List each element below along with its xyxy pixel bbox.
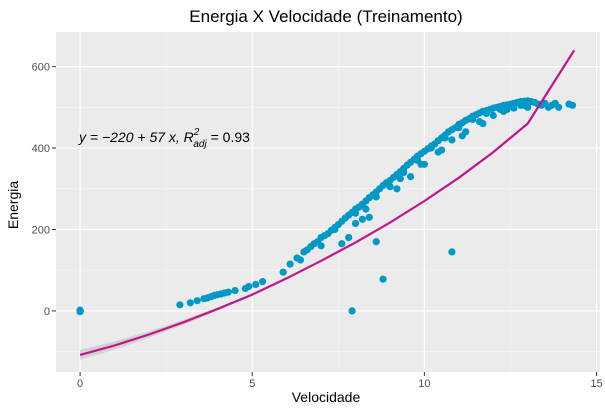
chart-title: Energia X Velocidade (Treinamento) [189, 7, 462, 26]
data-point [193, 297, 201, 305]
data-point [448, 136, 456, 144]
y-tick-label: 0 [44, 306, 50, 318]
annotation-value: = 0.93 [207, 129, 250, 145]
data-point [351, 209, 360, 217]
data-point [448, 248, 456, 256]
data-point [286, 260, 294, 268]
data-point [317, 242, 325, 250]
annotation-equation: y = −220 + 57 x, R [78, 129, 194, 145]
data-point [458, 132, 466, 140]
data-point [386, 183, 394, 191]
x-axis-title: Velocidade [292, 389, 361, 405]
data-point [396, 175, 404, 183]
data-point [479, 120, 487, 128]
annotation-sub: adj [193, 139, 207, 150]
plot-panel [56, 32, 600, 372]
data-point [252, 280, 260, 289]
data-point [362, 205, 370, 213]
data-point [176, 301, 184, 309]
data-point [500, 107, 508, 115]
x-tick-label: 15 [590, 378, 602, 390]
data-point [338, 240, 346, 248]
y-axis-ticks: 0 200 400 600 [32, 62, 56, 318]
data-point [358, 215, 366, 223]
y-tick-label: 200 [32, 224, 50, 236]
data-point [393, 185, 401, 193]
data-point [544, 103, 553, 111]
data-point [510, 104, 518, 112]
data-point [231, 287, 239, 295]
minor-gridlines [56, 32, 600, 372]
data-point [76, 306, 84, 315]
data-point [186, 299, 194, 307]
y-tick-label: 400 [32, 143, 50, 155]
data-point [489, 111, 497, 120]
y-tick-label: 600 [32, 62, 50, 74]
annotation-sup: 2 [193, 127, 200, 138]
data-point [482, 109, 490, 117]
data-point [279, 268, 287, 276]
data-point [469, 115, 477, 124]
data-point [455, 124, 463, 132]
data-point [365, 213, 373, 221]
x-tick-label: 5 [249, 378, 255, 390]
x-axis-ticks: 0 5 10 15 [77, 372, 603, 390]
x-tick-label: 0 [77, 378, 83, 390]
data-point [348, 307, 356, 315]
x-tick-label: 10 [418, 378, 430, 390]
data-point [224, 288, 232, 296]
data-point [372, 238, 380, 246]
data-point [331, 225, 339, 234]
fit-line [79, 49, 576, 356]
data-point [351, 219, 360, 227]
data-point [568, 101, 577, 109]
data-point [245, 282, 253, 291]
data-point [407, 173, 415, 181]
data-point [520, 101, 528, 109]
data-points [76, 97, 577, 316]
data-point [417, 160, 425, 168]
data-point [259, 278, 267, 286]
data-point [441, 134, 449, 142]
data-point [345, 234, 353, 242]
data-point [372, 193, 380, 201]
data-point [296, 256, 305, 264]
regression-annotation: y = −220 + 57 x, R2 adj = 0.93 [78, 127, 250, 150]
y-axis-title: Energia [5, 181, 21, 229]
data-point [551, 99, 559, 107]
data-point [400, 168, 408, 177]
data-point [379, 275, 387, 283]
data-point [438, 146, 446, 154]
data-point [427, 144, 435, 152]
